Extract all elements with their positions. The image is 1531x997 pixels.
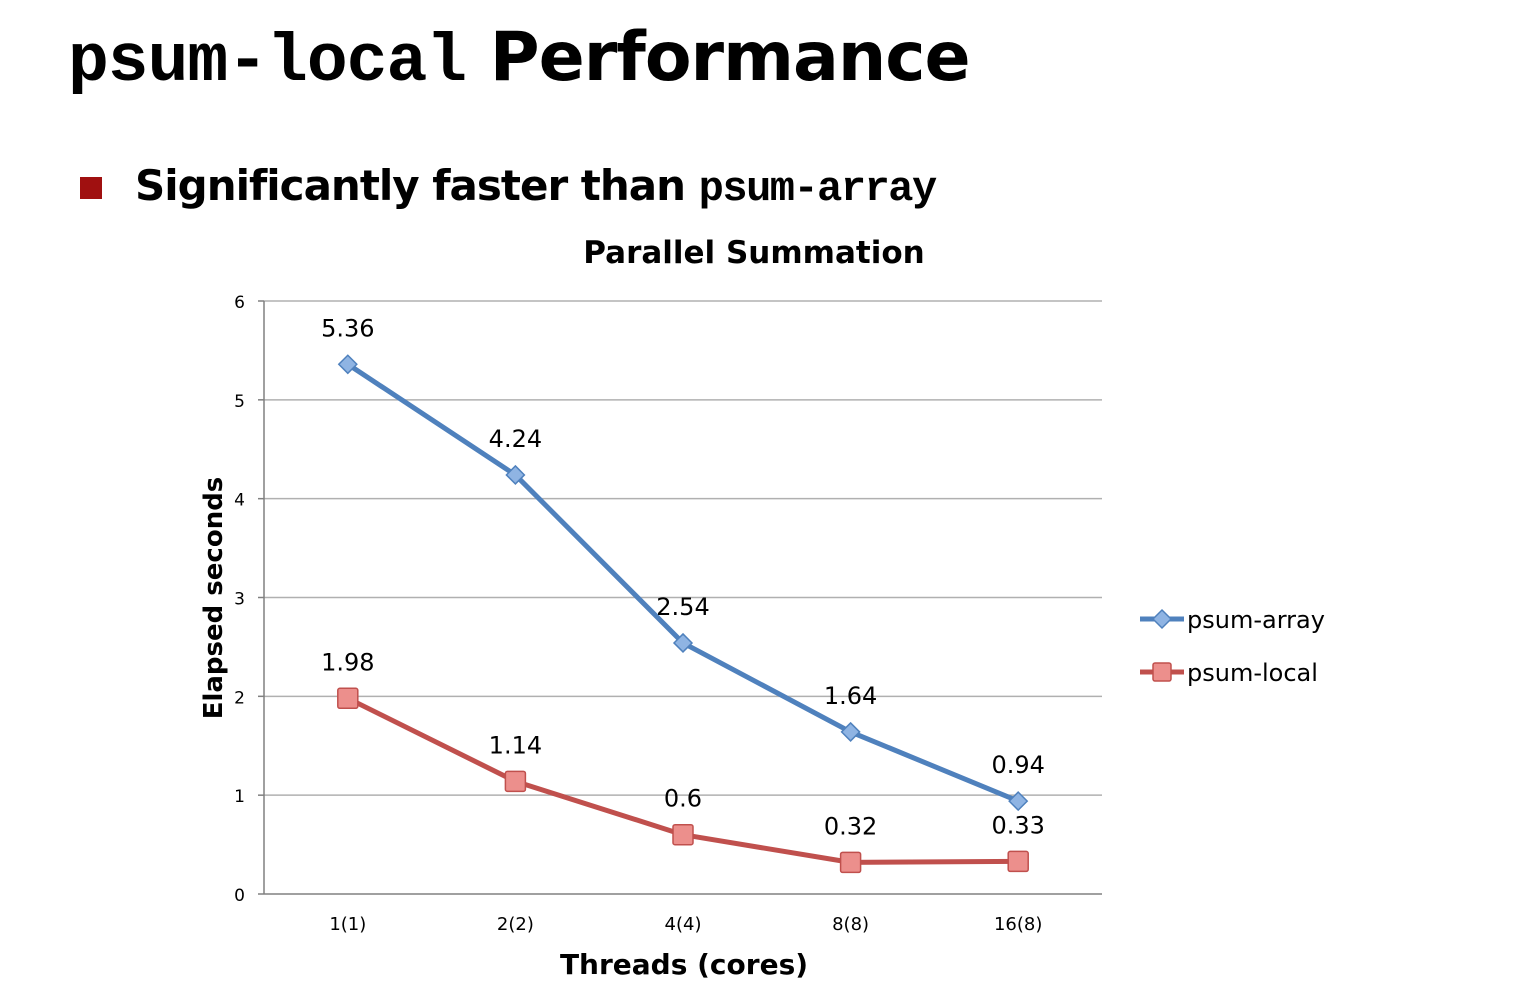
data-label-psum-array: 4.24 (489, 425, 542, 453)
y-tick-label: 5 (234, 392, 245, 412)
data-label-psum-local: 0.6 (664, 785, 702, 813)
legend-marker-psum-array (1151, 608, 1173, 630)
data-point-psum-local (672, 823, 694, 846)
data-label-psum-array: 2.54 (656, 593, 709, 621)
legend-label-psum-array: psum-array (1187, 606, 1325, 634)
legend-marker-psum-local (1152, 662, 1172, 682)
series-group: 5.36 4.24 2.54 1.64 0.94 1.98 1.14 0.6 0.32 0.33 (321, 314, 1045, 874)
y-tick-label: 0 (234, 886, 245, 906)
legend: psum-array psum-local (1140, 606, 1325, 687)
data-point-psum-local (504, 770, 527, 793)
x-tick-label: 16(8) (994, 914, 1042, 935)
x-tick-label: 4(4) (665, 914, 702, 935)
legend-item-psum-array: psum-array (1140, 606, 1325, 634)
data-point-psum-local-shape (1007, 850, 1029, 873)
slide-title-text: Performance (489, 18, 971, 97)
y-tick-label: 1 (234, 787, 245, 807)
series-psum-local: 1.98 1.14 0.6 0.32 0.33 (321, 648, 1045, 874)
data-point-psum-local (839, 851, 862, 874)
x-tick-label: 8(8) (832, 914, 869, 935)
y-tick-label: 4 (234, 491, 245, 511)
bullet-text: Significantly faster than psum-array (135, 156, 938, 219)
data-point-psum-array (337, 354, 358, 375)
data-label-psum-array: 1.64 (824, 682, 877, 710)
series-line-psum-array (345, 361, 1021, 804)
legend-marker-psum-local-shape (1152, 662, 1172, 682)
bullet-square-icon (80, 177, 102, 199)
bullet-text-plain: Significantly faster than (135, 161, 686, 210)
y-tick-label: 3 (234, 590, 245, 610)
legend-item-psum-local: psum-local (1140, 659, 1318, 687)
data-point-psum-array-shape (505, 464, 526, 486)
data-point-psum-array (672, 632, 694, 654)
data-point-psum-array-shape (1008, 791, 1029, 812)
data-label-psum-local: 0.32 (824, 812, 877, 840)
data-point-psum-local-shape (672, 823, 694, 846)
y-tick-label: 2 (234, 688, 245, 708)
axes: 0 1 2 3 4 5 6 1(1) 2(2) 4(4) 8(8) 16(8) (234, 293, 1102, 935)
series-psum-array: 5.36 4.24 2.54 1.64 0.94 (321, 314, 1045, 812)
slide-title-code: psum-local (68, 24, 467, 101)
slide-title: psum-local Performance (68, 18, 971, 103)
y-tick-label: 6 (234, 293, 245, 313)
gridlines (264, 300, 1102, 796)
data-label-psum-local: 1.98 (321, 648, 374, 676)
data-point-psum-array-shape (337, 354, 358, 375)
data-point-psum-local-shape (839, 851, 862, 874)
data-label-psum-local: 0.33 (991, 811, 1044, 839)
data-point-psum-local (337, 687, 359, 710)
chart-title: Parallel Summation (583, 235, 924, 271)
data-label-psum-array: 0.94 (991, 751, 1044, 779)
bullet-text-code: psum-array (698, 165, 938, 213)
legend-label-psum-local: psum-local (1187, 659, 1318, 687)
data-label-psum-local: 1.14 (489, 731, 542, 759)
data-point-psum-local (1007, 850, 1029, 873)
legend-marker-psum-array-shape (1151, 608, 1173, 630)
data-point-psum-array-shape (840, 721, 861, 742)
data-label-psum-array: 5.36 (321, 314, 374, 342)
x-tick-label: 2(2) (497, 914, 534, 935)
data-point-psum-array (505, 464, 526, 486)
data-point-psum-array-shape (672, 632, 694, 654)
data-point-psum-local-shape (504, 770, 527, 793)
x-axis-label: Threads (cores) (560, 948, 808, 981)
y-axis-label: Elapsed seconds (199, 477, 229, 720)
data-point-psum-array (840, 721, 861, 742)
x-tick-label: 1(1) (329, 914, 366, 935)
data-point-psum-local-shape (337, 687, 359, 710)
data-point-psum-array (1008, 791, 1029, 812)
